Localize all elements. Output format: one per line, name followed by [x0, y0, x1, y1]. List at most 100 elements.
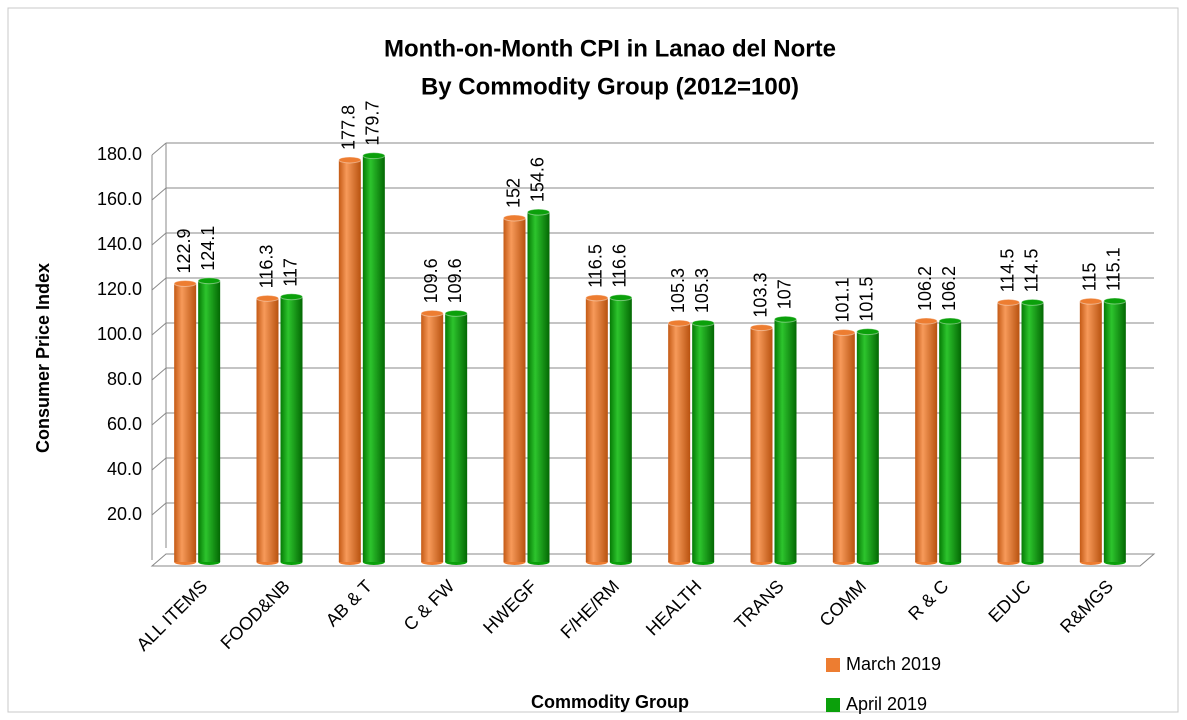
bar: [939, 321, 962, 562]
bar: [421, 313, 444, 562]
grid-line-side: [151, 457, 167, 471]
data-label: 124.1: [198, 226, 218, 271]
bar-cap: [1103, 297, 1127, 305]
bar: [997, 302, 1020, 562]
bar-cap: [691, 319, 715, 327]
bar: [668, 323, 691, 562]
chart-title: Month-on-Month CPI in Lanao del Norte: [384, 35, 836, 62]
data-label: 116.3: [256, 245, 276, 289]
data-label: 106.2: [915, 266, 935, 311]
bar: [1021, 302, 1044, 562]
bar-cap: [527, 208, 550, 216]
grid-line-side: [151, 412, 167, 426]
bar: [1079, 301, 1102, 562]
data-label: 115: [1080, 263, 1100, 292]
bar: [915, 321, 938, 562]
bar-cap: [1079, 297, 1103, 305]
grid-line-side: [151, 277, 167, 291]
bar: [198, 280, 221, 562]
bar-cap: [914, 317, 938, 325]
bar: [338, 159, 361, 562]
legend-swatch: [826, 698, 840, 712]
y-tick-label: 80.0: [107, 369, 142, 389]
bar: [774, 319, 797, 562]
bar-cap: [750, 324, 773, 332]
data-label: 106.2: [939, 266, 959, 311]
bar-cap: [997, 298, 1020, 306]
bar-cap: [667, 319, 691, 327]
x-axis-title: Commodity Group: [531, 692, 689, 712]
grid-line-side: [151, 187, 167, 201]
bar-cap: [173, 279, 197, 287]
bar: [503, 218, 526, 562]
bar: [856, 331, 879, 562]
data-label: 101.1: [833, 277, 853, 322]
bar: [609, 297, 632, 562]
chart-subtitle: By Commodity Group (2012=100): [421, 73, 799, 100]
bar-cap: [585, 294, 609, 302]
y-tick-label: 120.0: [97, 279, 142, 299]
legend-label: April 2019: [846, 694, 927, 714]
bar-cap: [609, 294, 633, 302]
grid-line-side: [151, 502, 167, 516]
data-label: 179.7: [363, 101, 383, 146]
bar: [527, 212, 550, 562]
bar: [280, 296, 303, 562]
data-label: 109.6: [445, 258, 465, 303]
bar: [750, 327, 773, 562]
legend-swatch: [826, 658, 840, 672]
y-tick-label: 20.0: [107, 504, 142, 524]
y-tick-label: 100.0: [97, 324, 142, 344]
grid-line-side: [151, 367, 167, 381]
bar-cap: [1021, 298, 1044, 306]
y-tick-label: 140.0: [97, 234, 142, 254]
bar-cap: [503, 214, 526, 222]
bar: [362, 155, 385, 563]
bar-cap: [280, 293, 303, 301]
bar-cap: [420, 309, 444, 317]
bar: [174, 283, 197, 562]
data-label: 103.3: [750, 273, 770, 318]
data-label: 154.6: [527, 157, 547, 202]
bar: [692, 323, 715, 562]
data-label: 101.5: [857, 277, 877, 322]
bar-cap: [362, 152, 386, 160]
bar: [585, 297, 608, 562]
data-label: 152: [503, 178, 523, 208]
bar-cap: [774, 315, 797, 323]
data-label: 107: [774, 279, 794, 309]
bar: [1103, 301, 1126, 562]
bar-cap: [256, 294, 279, 302]
bar: [832, 332, 855, 562]
grid-line-side: [151, 142, 167, 156]
data-label: 114.5: [1021, 249, 1041, 293]
bar-cap: [197, 277, 221, 285]
y-tick-label: 60.0: [107, 414, 142, 434]
y-tick-label: 160.0: [97, 189, 142, 209]
data-label: 122.9: [174, 228, 194, 273]
data-label: 114.5: [997, 249, 1017, 293]
data-label: 109.6: [421, 258, 441, 303]
data-label: 116.5: [586, 244, 606, 288]
grid-line-side: [151, 232, 167, 246]
y-axis-title: Consumer Price Index: [33, 263, 53, 453]
bar-cap: [856, 328, 880, 336]
data-label: 115.1: [1104, 247, 1124, 291]
data-label: 105.3: [692, 268, 712, 313]
bar: [256, 298, 279, 562]
bar: [445, 313, 468, 562]
data-label: 117: [280, 258, 300, 287]
bar-cap: [832, 329, 856, 337]
data-label: 177.8: [339, 105, 359, 150]
y-tick-label: 40.0: [107, 459, 142, 479]
bar-cap: [938, 317, 962, 325]
data-label: 116.6: [610, 244, 630, 288]
grid-line-side: [151, 322, 167, 336]
floor: [150, 553, 1156, 567]
legend-label: March 2019: [846, 654, 941, 674]
bar-cap: [444, 309, 468, 317]
bar-cap: [338, 156, 362, 164]
y-tick-label: 180.0: [97, 144, 142, 164]
data-label: 105.3: [668, 268, 688, 313]
